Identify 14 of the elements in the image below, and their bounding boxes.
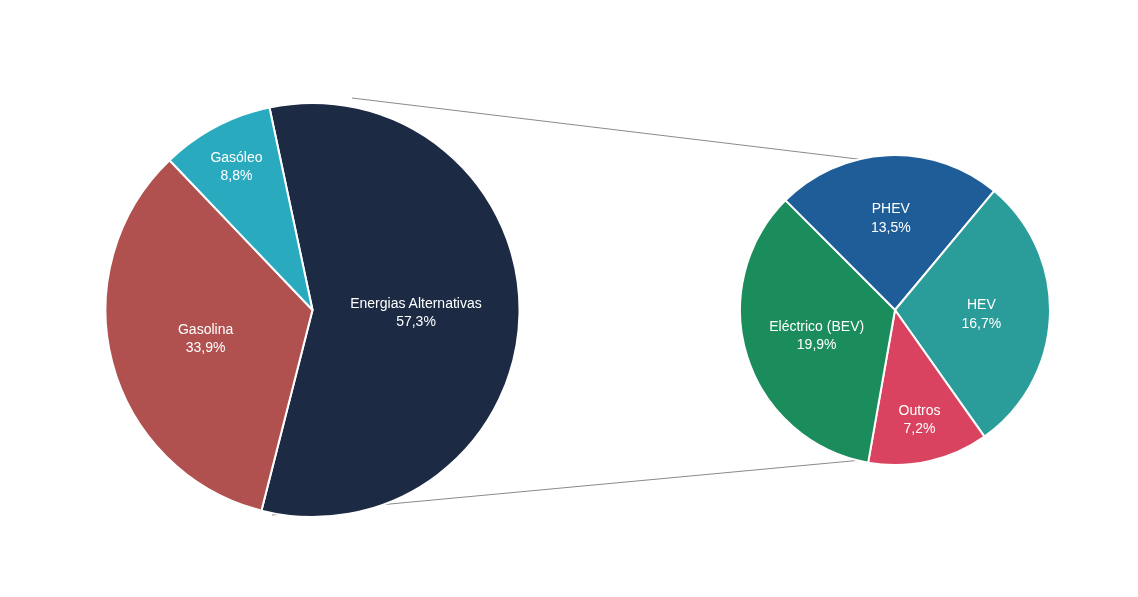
slice-label: HEV	[966, 296, 997, 313]
data-label: 19,9%	[796, 335, 837, 352]
data-label: 57,3%	[396, 313, 436, 330]
slice-label: Gasolina	[177, 320, 234, 337]
slice-label: Energias Alternativas	[350, 294, 482, 311]
data-label: 13,5%	[870, 218, 911, 235]
slice-label: Gasóleo	[210, 149, 263, 166]
data-label: 8,8%	[220, 167, 253, 184]
slice-label: Eléctrico (BEV)	[769, 317, 865, 334]
slice-label: Outros	[898, 402, 941, 419]
data-label: 16,7%	[961, 314, 1002, 331]
data-label: 7,2%	[903, 420, 936, 437]
slice-label: PHEV	[871, 200, 911, 217]
data-label: 33,9%	[185, 339, 226, 356]
